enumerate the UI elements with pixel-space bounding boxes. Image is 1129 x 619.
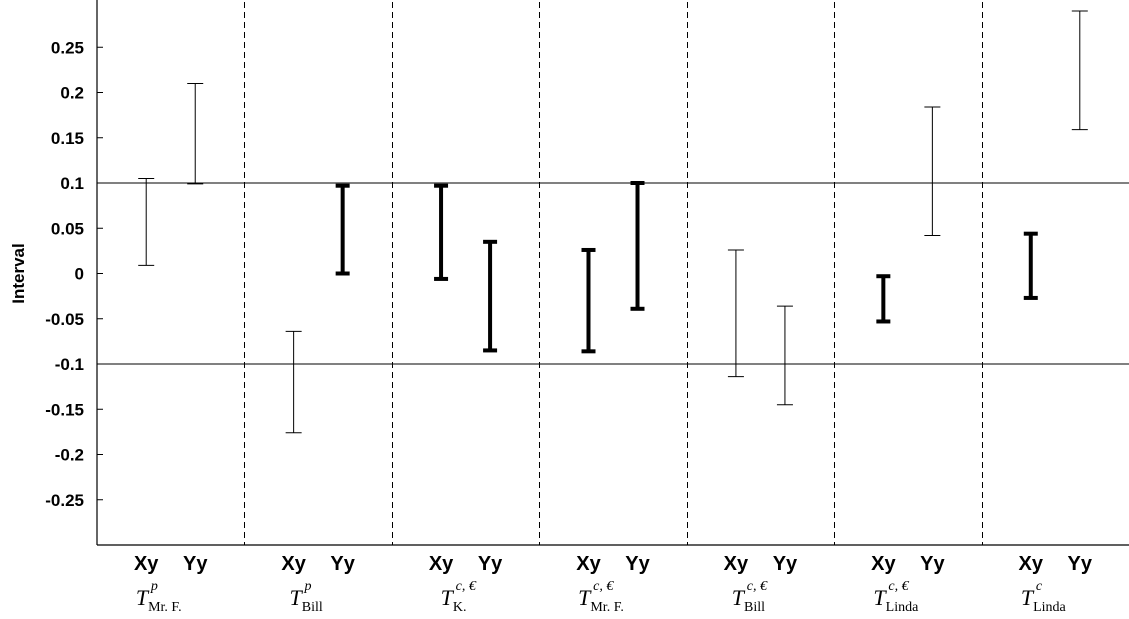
group-label-base: T — [873, 585, 887, 610]
category-label: Yy — [478, 553, 503, 575]
axes-layer — [96, 0, 1129, 546]
y-tick-label: -0.05 — [45, 310, 84, 329]
y-tick-label: -0.25 — [45, 491, 84, 510]
y-tick-label: -0.1 — [55, 355, 84, 374]
group-label-base: T — [441, 585, 455, 610]
group-label-subscript: Bill — [302, 600, 323, 615]
group-label: TBill — [290, 585, 323, 615]
marks-layer — [138, 10, 1088, 434]
group-label: TMr. F. — [136, 585, 182, 615]
group-label-subscript: Bill — [744, 600, 765, 615]
category-label: Yy — [330, 553, 355, 575]
group-label-subscript: Linda — [1033, 600, 1066, 615]
group-label-superscript: c, € — [888, 579, 909, 594]
y-tick-label: 0.05 — [51, 219, 84, 238]
group-label-superscript: c, € — [747, 579, 768, 594]
category-label: Xy — [1019, 553, 1044, 575]
category-label: Xy — [576, 553, 601, 575]
group-label: TMr. F. — [578, 585, 624, 615]
group-label: TBill — [732, 585, 765, 615]
category-label: Yy — [773, 553, 798, 575]
group-label-superscript: c, € — [593, 579, 614, 594]
group-label-subscript: Mr. F. — [590, 600, 624, 615]
y-tick-label: 0.2 — [60, 84, 84, 103]
category-label: Xy — [724, 553, 749, 575]
y-tick-label: 0.15 — [51, 129, 84, 148]
group-label-superscript: p — [150, 579, 158, 594]
category-label: Yy — [1068, 553, 1093, 575]
category-label: Xy — [871, 553, 896, 575]
group-label-base: T — [578, 585, 592, 610]
category-label: Xy — [429, 553, 454, 575]
group-label-subscript: Mr. F. — [148, 600, 182, 615]
group-label-base: T — [290, 585, 304, 610]
labels-layer: -0.25 -0.2 -0.15 -0.1 -0.05 0 0.05 0.1 0.15 0.2 0.… — [9, 38, 1093, 615]
group-label-subscript: K. — [453, 600, 467, 615]
category-label: Yy — [625, 553, 650, 575]
group-label-subscript: Linda — [886, 600, 919, 615]
y-axis-label: Interval — [9, 243, 28, 303]
group-label-superscript: c, € — [456, 579, 477, 594]
group-label-base: T — [136, 585, 150, 610]
y-tick-label: 0.1 — [60, 174, 84, 193]
group-label: TLinda — [873, 585, 919, 615]
gridlines-layer — [97, 2, 1129, 545]
y-tick-label: -0.2 — [55, 446, 84, 465]
group-label-superscript: c — [1036, 579, 1043, 594]
y-tick-label: 0 — [75, 265, 84, 284]
category-label: Yy — [920, 553, 945, 575]
category-label: Xy — [134, 553, 159, 575]
group-label-base: T — [1021, 585, 1035, 610]
group-label-superscript: p — [304, 579, 312, 594]
group-label: TLinda — [1021, 585, 1067, 615]
y-tick-label: 0.25 — [51, 38, 84, 57]
group-label: TK. — [441, 585, 467, 615]
category-label: Yy — [183, 553, 208, 575]
y-tick-label: -0.15 — [45, 400, 84, 419]
group-label-base: T — [732, 585, 746, 610]
category-label: Xy — [281, 553, 306, 575]
